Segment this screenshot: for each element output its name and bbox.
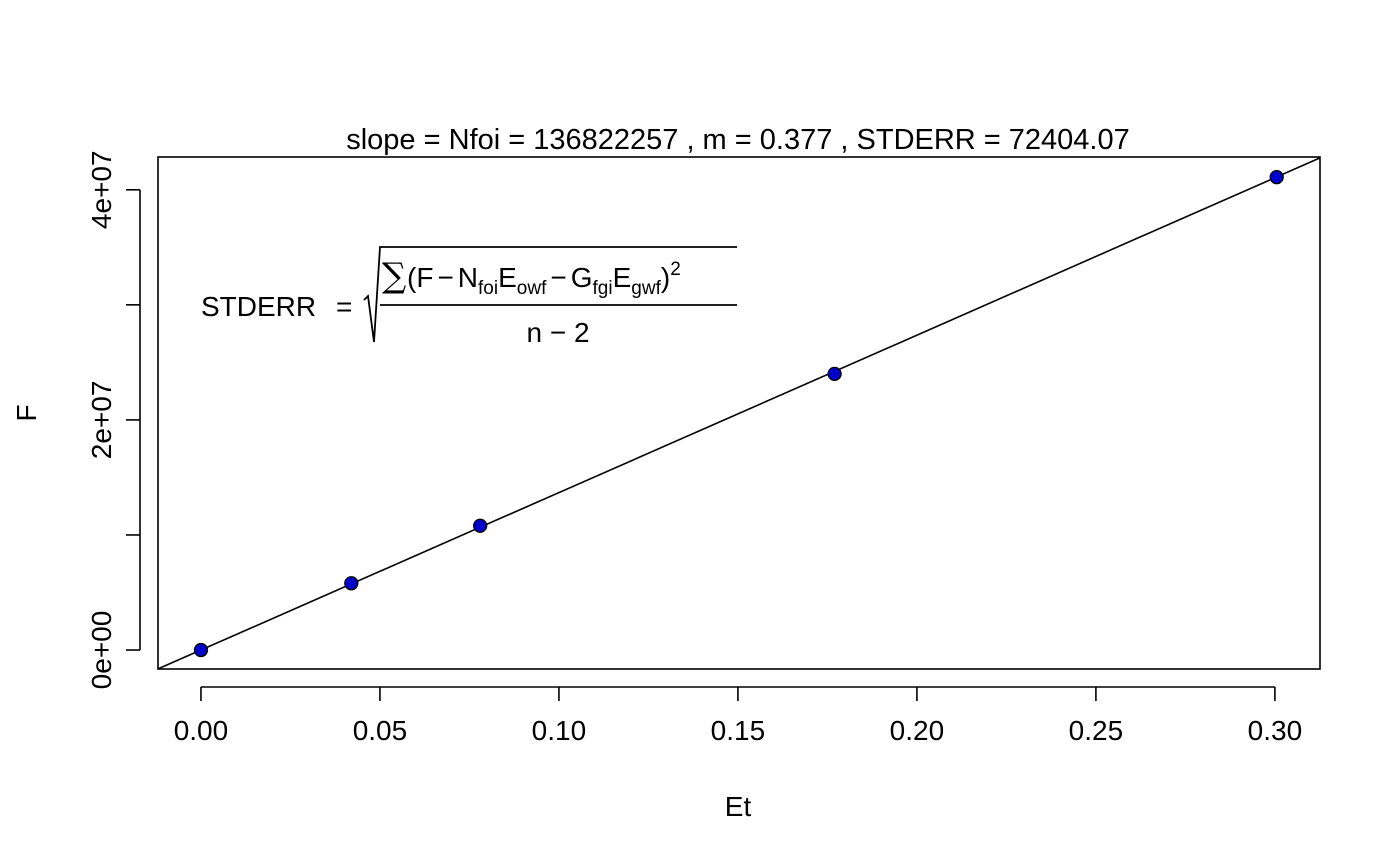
x-axis-label: Et [725, 791, 752, 822]
x-tick-label: 0.25 [1069, 715, 1124, 746]
formula-numerator: (F − NfoiEowf − GfgiEgwf)2 [407, 259, 681, 299]
formula-radical-sign [363, 246, 737, 343]
x-tick-label: 0.15 [711, 715, 766, 746]
formula-n-subscript: foi [478, 278, 498, 299]
x-tick-label: 0.05 [353, 715, 408, 746]
formula-e2: E [613, 262, 632, 293]
y-tick-label: 0e+00 [86, 611, 117, 690]
formula-e2-subscript: gwf [631, 278, 661, 299]
formula-lhs: STDERR [201, 291, 316, 322]
plot-frame [157, 156, 1321, 670]
stderr-formula: STDERR = ∑ (F − NfoiEowf − GfgiEgwf)2 n − 2 [201, 246, 737, 348]
chart-title: slope = Nfoi = 136822257 , m = 0.377 , S… [346, 124, 1130, 156]
y-tick-label: 4e+07 [86, 150, 117, 229]
y-axis-label: F [11, 404, 42, 421]
data-point [827, 366, 842, 382]
formula-power: 2 [670, 259, 681, 280]
formula-sum-symbol: ∑ [382, 256, 406, 296]
points-layer [193, 169, 1284, 658]
data-point [1269, 169, 1284, 185]
formula-open-paren: (F [407, 262, 433, 293]
formula-minus-2: − [550, 262, 566, 293]
formula-g-subscript: fgi [593, 278, 613, 299]
axes-layer: 0.00 0.05 0.10 0.15 0.20 0.25 0.30 0e+00 2e+07 4e… [86, 150, 1321, 746]
formula-e1-subscript: owf [517, 278, 547, 299]
formula-g: G [571, 262, 593, 293]
x-tick-label: 0.20 [890, 715, 945, 746]
formula-equals: = [336, 291, 352, 322]
formula-close-paren: ) [661, 262, 670, 293]
formula-n: N [458, 262, 478, 293]
data-point [193, 642, 209, 658]
formula-e1: E [498, 262, 517, 293]
formula-minus-1: − [437, 262, 453, 293]
x-tick-label: 0.30 [1248, 715, 1303, 746]
x-tick-label: 0.10 [532, 715, 587, 746]
y-tick-label: 2e+07 [86, 381, 117, 460]
x-tick-label: 0.00 [174, 715, 229, 746]
data-point [344, 576, 359, 591]
formula-denominator: n − 2 [526, 317, 589, 348]
data-point [473, 518, 488, 533]
